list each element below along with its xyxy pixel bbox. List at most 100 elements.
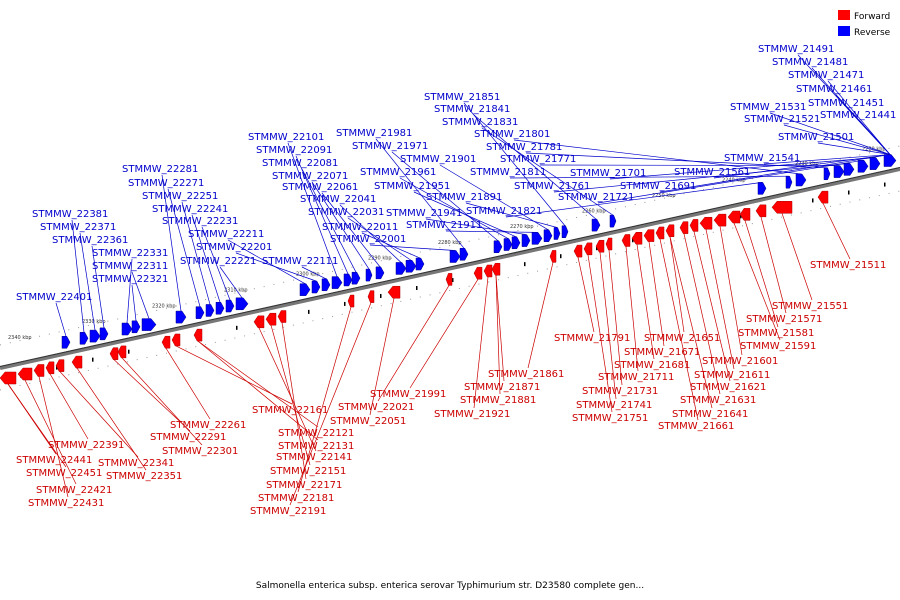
leader-line bbox=[817, 142, 891, 155]
reverse-gene-arrow bbox=[415, 257, 425, 271]
leader-line bbox=[608, 249, 623, 386]
gene-label: STMMW_21871 bbox=[464, 382, 540, 393]
gene-label: STMMW_22101 bbox=[248, 132, 324, 143]
leader-line bbox=[369, 298, 395, 416]
reverse-gene-arrow bbox=[823, 167, 831, 181]
leader-line bbox=[167, 188, 201, 307]
tick-mark bbox=[524, 262, 526, 267]
forward-gene-arrow bbox=[367, 290, 375, 303]
tick-label: 2270 kbp bbox=[510, 224, 534, 230]
leader-line bbox=[339, 204, 402, 263]
gene-label: STMMW_21561 bbox=[674, 167, 750, 178]
gene-label: STMMW_22211 bbox=[188, 229, 264, 240]
gene-label: STMMW_21801 bbox=[474, 129, 550, 140]
tick-mark bbox=[56, 365, 58, 370]
leader-line bbox=[347, 217, 412, 261]
gene-label: STMMW_21841 bbox=[434, 104, 510, 115]
leader-line bbox=[527, 262, 554, 369]
gene-label: STMMW_21751 bbox=[572, 413, 648, 424]
leader-line bbox=[113, 359, 191, 432]
leader-line bbox=[375, 138, 465, 249]
reverse-gene-arrow bbox=[795, 173, 807, 187]
gene-label: STMMW_21671 bbox=[624, 347, 700, 358]
gene-arrows bbox=[0, 154, 897, 385]
gene-label: STMMW_21731 bbox=[582, 386, 658, 397]
reverse-gene-arrow bbox=[331, 276, 343, 289]
gene-label: STMMW_22131 bbox=[278, 441, 354, 452]
forward-gene-arrow bbox=[33, 364, 45, 377]
reverse-gene-arrow bbox=[215, 301, 225, 315]
gene-label: STMMW_21481 bbox=[772, 57, 848, 68]
forward-gene-arrow bbox=[347, 294, 355, 308]
gene-label: STMMW_21961 bbox=[360, 167, 436, 178]
reverse-gene-arrow bbox=[493, 240, 503, 254]
leader-line bbox=[481, 127, 614, 216]
forward-gene-arrow bbox=[755, 204, 767, 218]
forward-gene-arrow bbox=[643, 229, 655, 242]
gene-label: STMMW_22451 bbox=[26, 468, 102, 479]
leader-line bbox=[49, 373, 89, 440]
gene-label: STMMW_22201 bbox=[196, 242, 272, 253]
forward-gene-arrow bbox=[387, 285, 401, 299]
gene-label: STMMW_21881 bbox=[460, 395, 536, 406]
gene-label: STMMW_21921 bbox=[434, 409, 510, 420]
leader-line bbox=[391, 151, 499, 242]
reverse-gene-arrow bbox=[833, 165, 845, 178]
gene-label: STMMW_22001 bbox=[330, 234, 406, 245]
tick-mark bbox=[344, 301, 346, 306]
tick-label: 2290 kbp bbox=[368, 256, 392, 262]
tick-mark bbox=[812, 198, 814, 203]
gene-label: STMMW_22321 bbox=[92, 274, 168, 285]
leader-line bbox=[321, 192, 381, 268]
forward-gene-arrow bbox=[595, 239, 605, 253]
forward-gene-arrow bbox=[491, 262, 501, 276]
leader-line bbox=[648, 241, 665, 347]
leader-line bbox=[201, 226, 231, 301]
gene-label: STMMW_22221 bbox=[180, 256, 256, 267]
tick-label: 2300 kbp bbox=[296, 272, 320, 278]
tick-label: 2340 kbp bbox=[8, 335, 32, 341]
reverse-gene-arrow bbox=[89, 329, 101, 343]
gene-label: STMMW_21741 bbox=[576, 400, 652, 411]
leader-line bbox=[377, 285, 450, 402]
leader-line bbox=[161, 174, 182, 312]
gene-label: STMMW_21551 bbox=[772, 301, 848, 312]
gene-label: STMMW_22031 bbox=[308, 207, 384, 218]
tick-mark bbox=[128, 349, 130, 354]
reverse-gene-arrow bbox=[121, 322, 133, 336]
gene-label: STMMW_21861 bbox=[488, 369, 564, 380]
leader-line bbox=[191, 214, 221, 303]
reverse-gene-arrow bbox=[225, 299, 235, 313]
tick-label: 2260 kbp bbox=[582, 208, 606, 214]
reverse-gene-arrow bbox=[311, 280, 321, 294]
gene-label: STMMW_21901 bbox=[400, 154, 476, 165]
tick-mark bbox=[848, 190, 850, 195]
forward-gene-arrow bbox=[109, 347, 119, 360]
reverse-gene-arrow bbox=[857, 160, 869, 173]
leader-line bbox=[744, 220, 779, 328]
gene-label: STMMW_22061 bbox=[282, 182, 358, 193]
gene-label: STMMW_21601 bbox=[702, 356, 778, 367]
gene-label: STMMW_22111 bbox=[262, 256, 338, 267]
gene-label: STMMW_21981 bbox=[336, 128, 412, 139]
leader-line bbox=[473, 114, 597, 220]
tick-mark bbox=[596, 246, 598, 251]
leader-line bbox=[227, 239, 306, 284]
reverse-gene-arrow bbox=[175, 310, 187, 324]
leader-line bbox=[301, 168, 357, 273]
legend-forward-label: Forward bbox=[854, 12, 890, 22]
gene-label: STMMW_21691 bbox=[620, 181, 696, 192]
leader-line bbox=[445, 230, 538, 233]
gene-label: STMMW_22121 bbox=[278, 428, 354, 439]
leader-line bbox=[625, 246, 639, 372]
tick-label: 2280 kbp bbox=[438, 240, 462, 246]
leader-line bbox=[495, 275, 501, 395]
gene-label: STMMW_22331 bbox=[92, 248, 168, 259]
reverse-gene-arrow bbox=[321, 278, 331, 292]
forward-gene-arrow bbox=[265, 312, 277, 326]
reverse-gene-arrow bbox=[99, 327, 109, 341]
leader-line bbox=[669, 236, 685, 333]
leader-line bbox=[76, 367, 147, 471]
forward-gene-arrow bbox=[45, 361, 55, 375]
gene-label: STMMW_22041 bbox=[300, 194, 376, 205]
